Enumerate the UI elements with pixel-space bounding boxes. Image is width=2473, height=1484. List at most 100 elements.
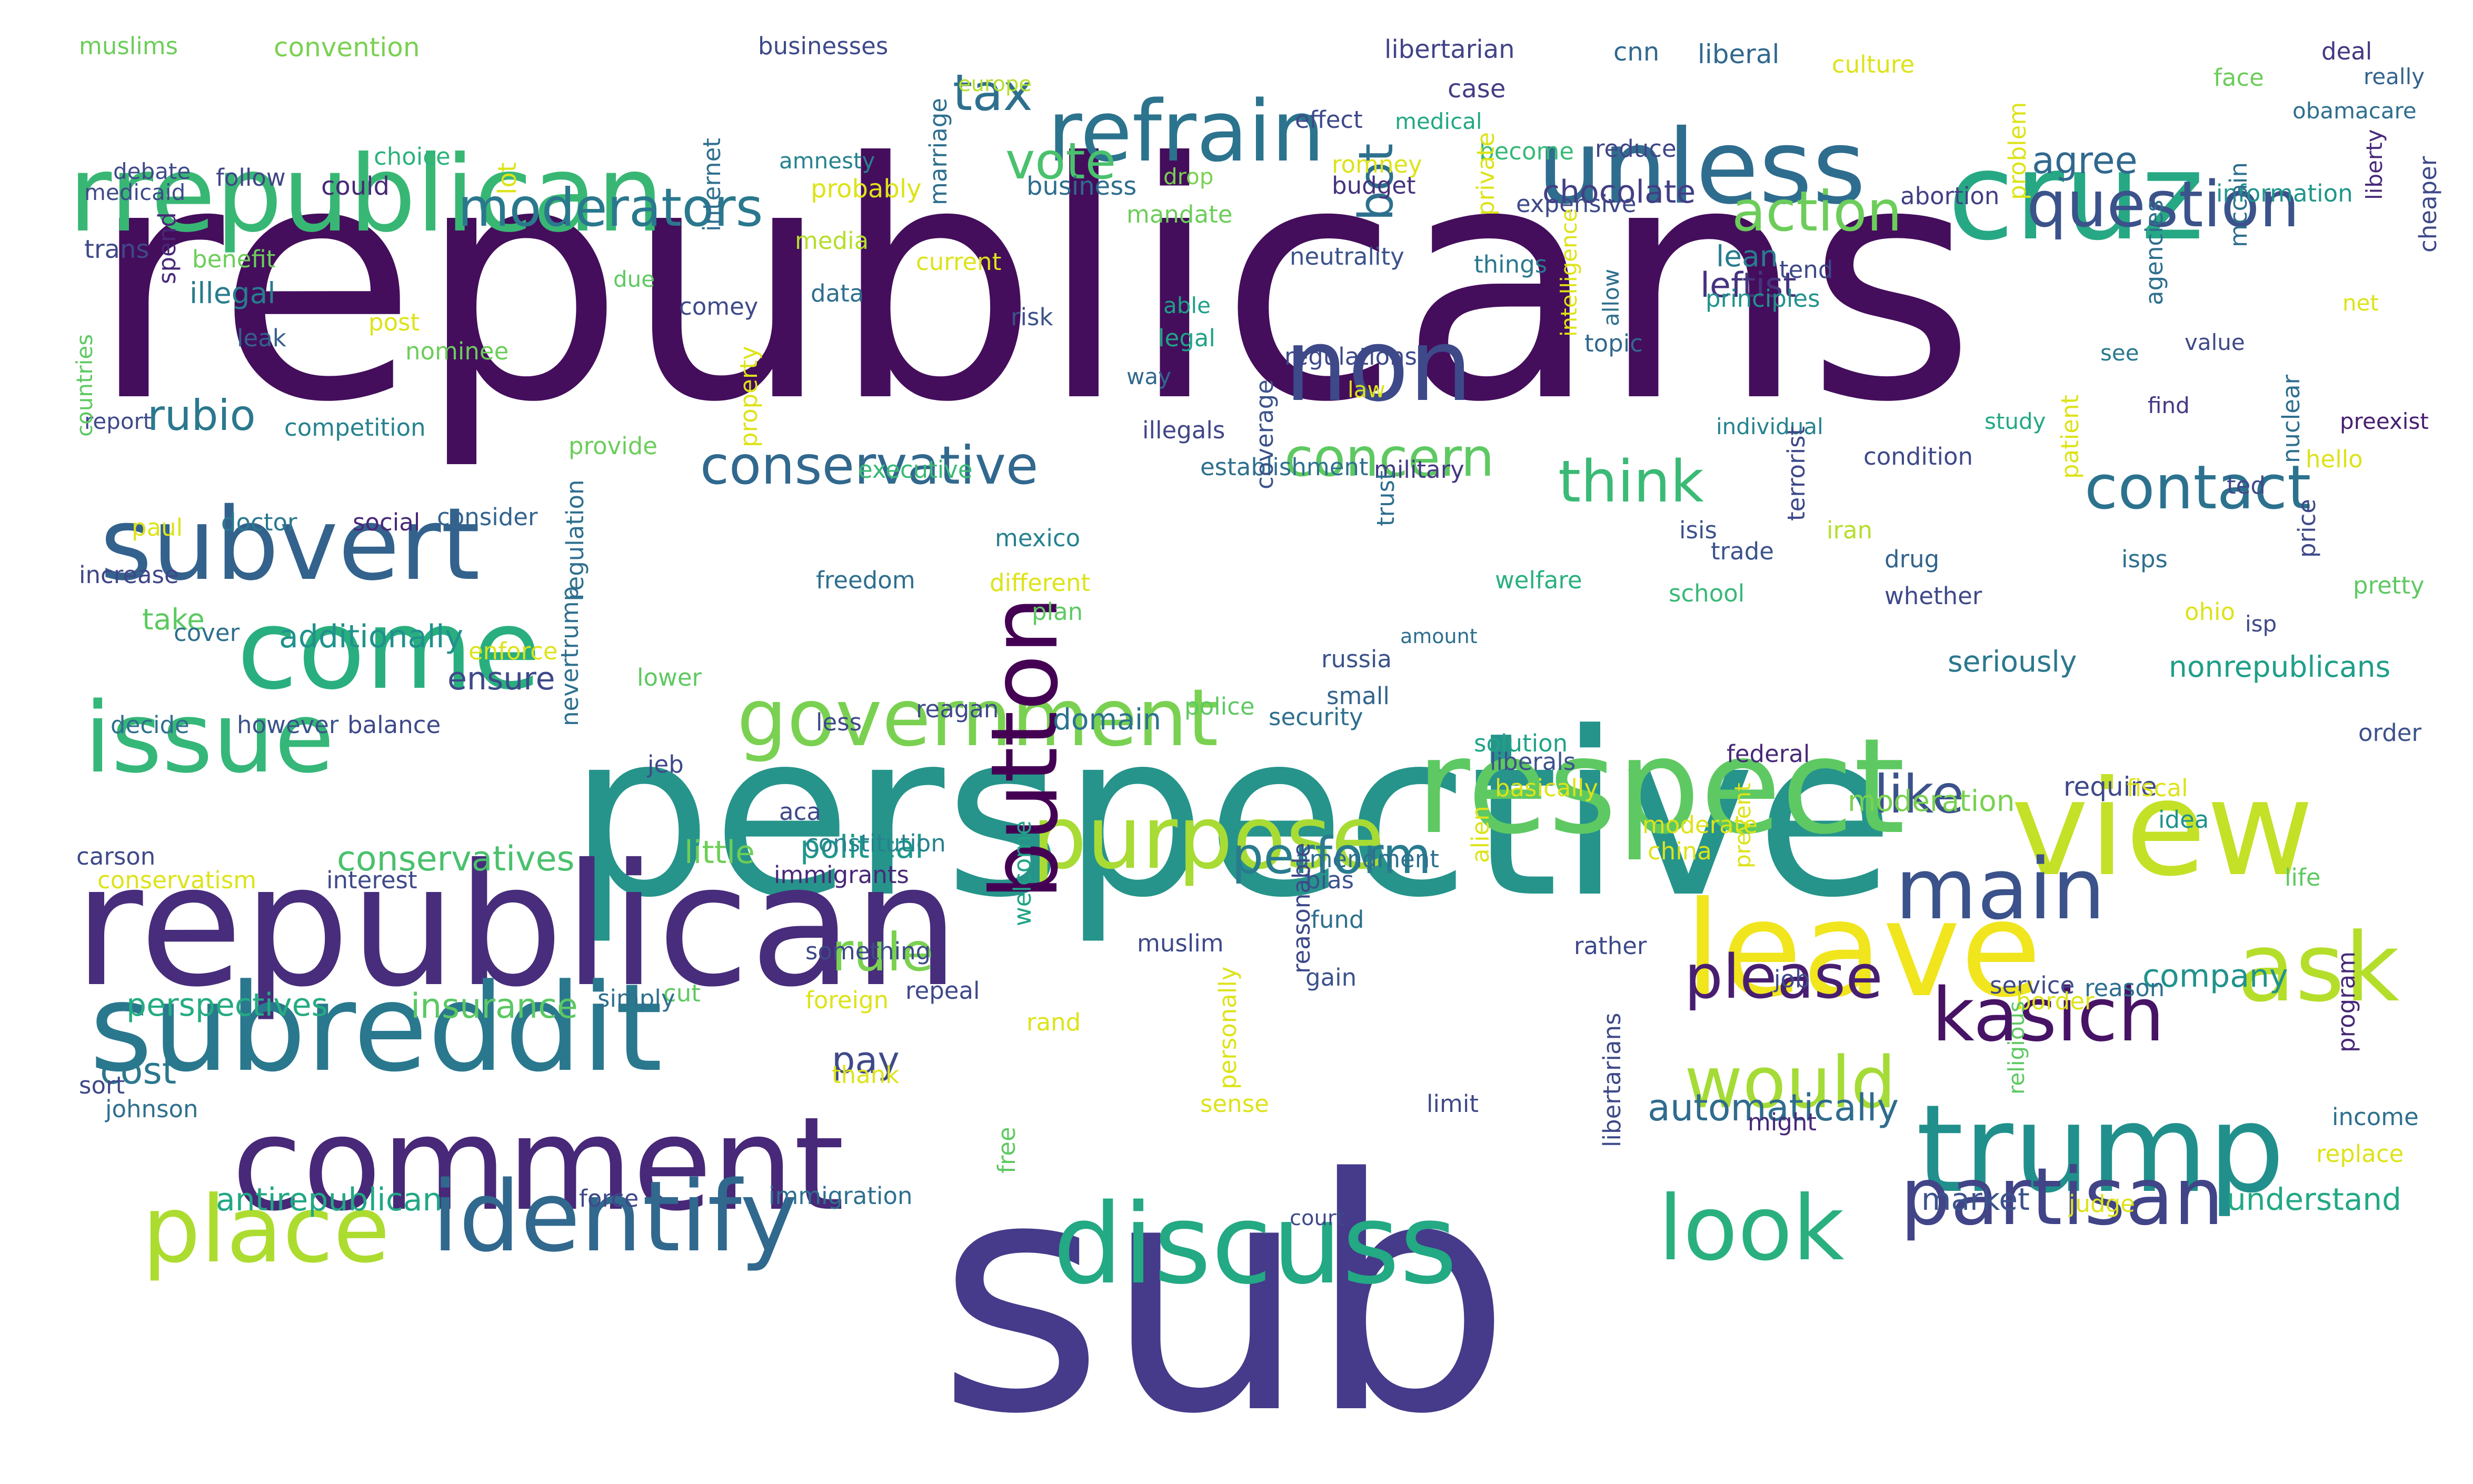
word-mccain: mccain	[2225, 162, 2252, 247]
word-libertarian: libertarian	[1384, 35, 1515, 64]
word-perspectives: perspectives	[126, 987, 328, 1024]
word-russia: russia	[1321, 645, 1392, 673]
word-military: military	[1374, 456, 1464, 484]
word-comey: comey	[679, 293, 759, 320]
word-johnson: johnson	[105, 1095, 198, 1123]
word-respect: respect	[1416, 710, 1906, 863]
word-agree: agree	[2032, 139, 2138, 182]
word-face: face	[2213, 64, 2264, 92]
word-cruz: cruz	[1948, 127, 2205, 267]
word-consider: consider	[437, 503, 538, 531]
word-businesses: businesses	[758, 32, 889, 60]
word-see: see	[2100, 340, 2139, 366]
word-jeb: jeb	[647, 750, 684, 778]
word-find: find	[2148, 393, 2190, 418]
word-perspective: perspective	[569, 684, 1895, 947]
word-establishment: establishment	[1200, 453, 1369, 481]
word-contact: contact	[2085, 453, 2311, 523]
word-agencies: agencies	[2140, 199, 2168, 305]
word-foreign: foreign	[805, 986, 889, 1014]
word-prevent: prevent	[1730, 783, 1756, 868]
word-require: require	[2063, 771, 2157, 802]
word-religious: religious	[2003, 1000, 2029, 1095]
word-replace: replace	[2316, 1140, 2404, 1168]
word-really: really	[2364, 64, 2425, 89]
word-purpose: purpose	[1032, 787, 1385, 888]
word-obamacare: obamacare	[2292, 98, 2417, 124]
word-abortion: abortion	[1900, 182, 2000, 210]
word-pay: pay	[832, 1039, 900, 1082]
word-medicaid: medicaid	[84, 179, 186, 205]
word-topic: topic	[1584, 329, 1643, 357]
word-due: due	[613, 266, 655, 292]
word-rule: rule	[832, 921, 934, 983]
word-drop: drop	[1163, 164, 1214, 189]
word-cost: cost	[100, 1049, 177, 1092]
word-come: come	[237, 585, 541, 714]
word-vote: vote	[1005, 133, 1116, 190]
word-perform: perform	[1232, 827, 1432, 885]
word-amnesty: amnesty	[779, 148, 875, 174]
word-media: media	[795, 227, 869, 255]
word-nonrepublicans: nonrepublicans	[2169, 650, 2391, 684]
word-think: think	[1558, 448, 1704, 515]
word-conservative: conservative	[700, 435, 1039, 496]
word-program: program	[2332, 951, 2360, 1052]
word-convention: convention	[274, 32, 420, 63]
word-individual: individual	[1716, 414, 1823, 439]
word-data: data	[811, 279, 864, 307]
word-leftist: leftist	[1700, 266, 1797, 305]
word-trade: trade	[1711, 537, 1774, 565]
word-kasich: kasich	[1932, 972, 2165, 1058]
word-conservatives: conservatives	[337, 839, 575, 879]
word-border: border	[2016, 987, 2095, 1015]
word-concern: concern	[1284, 427, 1494, 488]
word-life: life	[2285, 864, 2321, 891]
word-personally: personally	[1214, 966, 1242, 1089]
word-security: security	[1269, 703, 1363, 731]
word-risk: risk	[1011, 303, 1053, 331]
word-competition: competition	[284, 414, 426, 442]
word-fiscal: fiscal	[2127, 774, 2188, 802]
word-subvert: subvert	[100, 486, 480, 603]
word-post: post	[368, 308, 420, 336]
word-whether: whether	[1884, 582, 1982, 610]
word-pretty: pretty	[2353, 571, 2425, 599]
word-expensive: expensive	[1516, 190, 1637, 218]
word-political: political	[800, 829, 924, 866]
word-insurance: insurance	[411, 987, 578, 1026]
word-europe: europe	[958, 72, 1032, 96]
word-look: look	[1658, 1177, 1844, 1281]
word-amount: amount	[1400, 625, 1478, 648]
word-might: might	[1748, 1108, 1817, 1136]
word-illegal: illegal	[190, 276, 276, 310]
word-main: main	[1895, 840, 2106, 938]
word-internet: internet	[698, 138, 726, 232]
word-isps: isps	[2121, 545, 2168, 573]
word-way: way	[1126, 364, 1171, 389]
word-identify: identify	[432, 1160, 798, 1274]
word-fund: fund	[1311, 906, 1364, 934]
word-law: law	[1348, 377, 1385, 403]
word-become: become	[1479, 137, 1574, 165]
word-less: less	[816, 708, 862, 736]
word-muslims: muslims	[79, 32, 178, 60]
word-reason: reason	[2085, 974, 2165, 1002]
word-drug: drug	[1884, 545, 1940, 573]
word-preexist: preexist	[2340, 408, 2429, 434]
word-paul: paul	[132, 514, 183, 542]
word-partisan: partisan	[1900, 1151, 2224, 1243]
word-illegals: illegals	[1142, 416, 1225, 444]
word-report: report	[84, 408, 152, 434]
word-republican: republican	[74, 828, 960, 1024]
word-liberals: liberals	[1490, 748, 1576, 776]
word-price: price	[2293, 499, 2321, 558]
word-government: government	[737, 673, 1219, 764]
word-condition: condition	[1863, 443, 1973, 470]
word-judge: judge	[2069, 1190, 2135, 1218]
word-business: business	[1026, 172, 1137, 201]
word-chocolate: chocolate	[1542, 174, 1696, 210]
word-neutrality: neutrality	[1290, 243, 1404, 270]
word-gain: gain	[1305, 964, 1357, 991]
word-study: study	[1985, 408, 2046, 434]
